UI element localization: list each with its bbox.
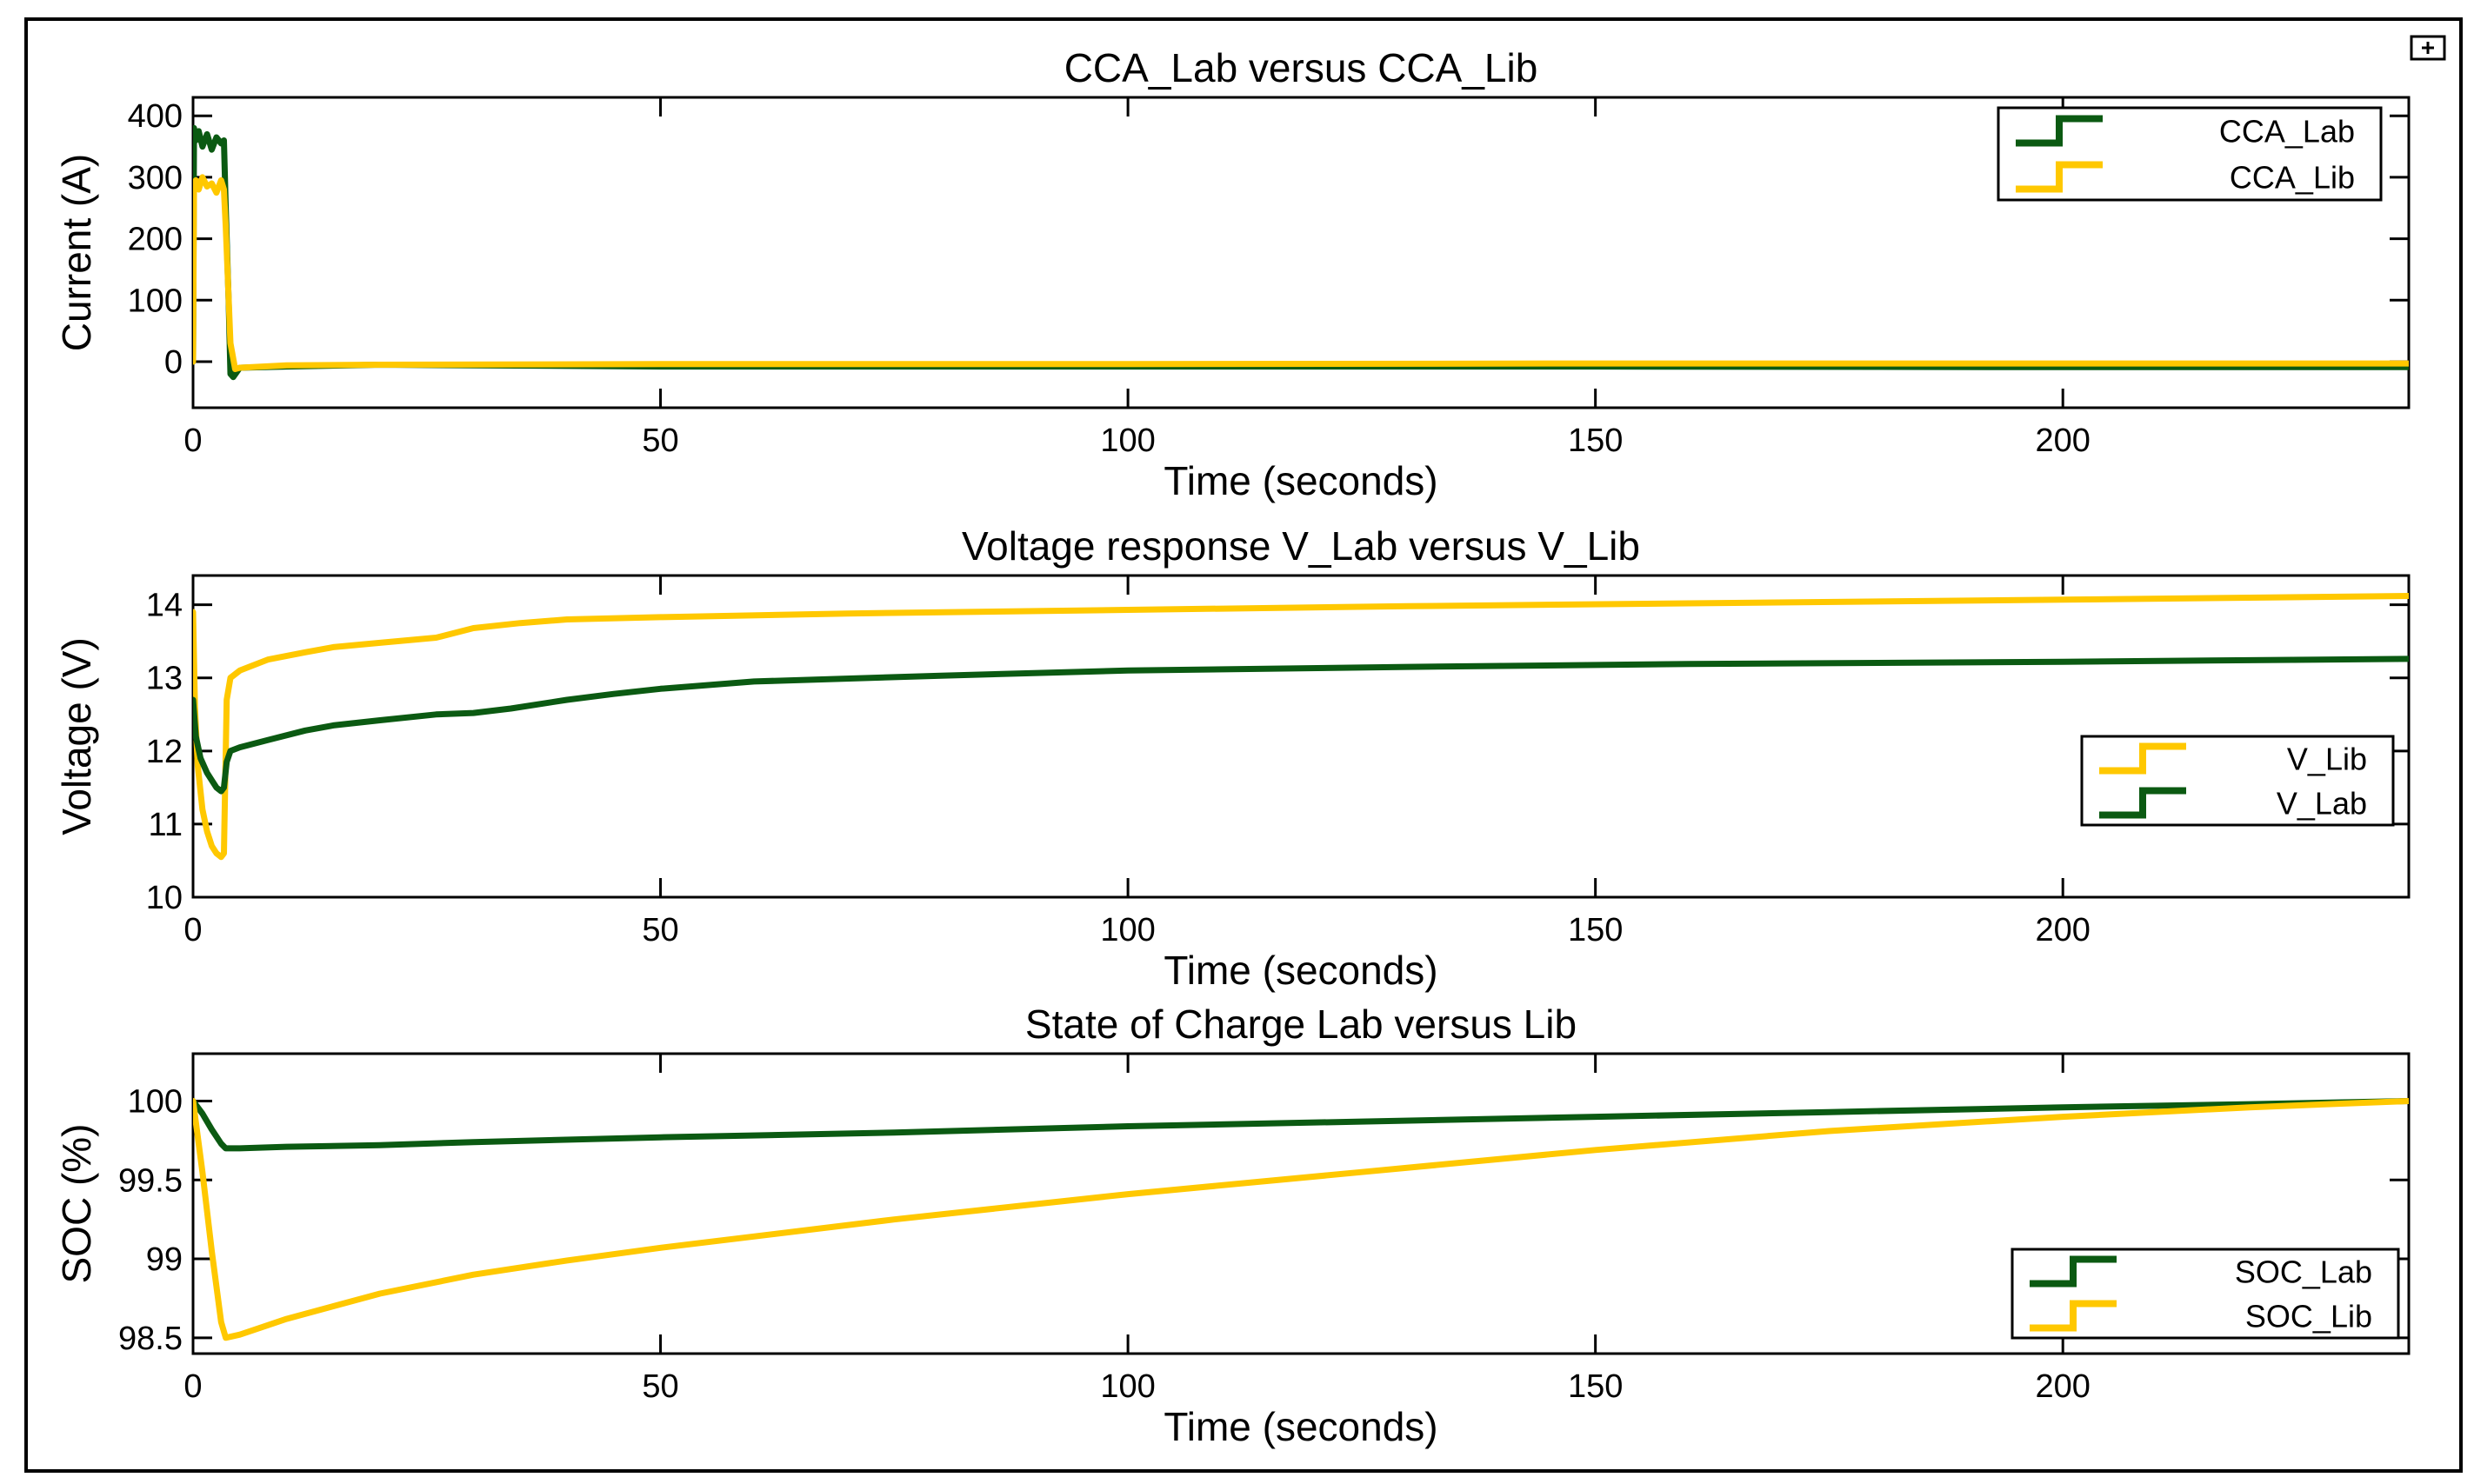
legend-swatch [2016, 161, 2103, 193]
series-line-v-lib [193, 593, 2409, 861]
legend-label: SOC_Lab [2235, 1254, 2372, 1290]
chart-voltage: 0 50 100 150 200 10 11 12 13 14 Voltage response V… [54, 523, 2411, 993]
legend-label: SOC_Lib [2245, 1299, 2372, 1334]
x-tick-label: 150 [1568, 912, 1623, 948]
y-tick-label: 400 [128, 98, 183, 135]
y-tick-label: 13 [146, 661, 183, 697]
chart-title: CCA_Lab versus CCA_Lib [1064, 45, 1538, 90]
x-tick-label: 100 [1100, 1368, 1155, 1405]
legend-label: V_Lab [2277, 786, 2367, 822]
y-axis-label: Current (A) [54, 154, 99, 351]
y-tick-label: 12 [146, 734, 183, 770]
x-axis-label: Time (seconds) [1164, 948, 1437, 993]
y-tick-label: 10 [146, 880, 183, 916]
x-tick-label: 100 [1100, 423, 1155, 459]
legend-swatch [2030, 1300, 2117, 1332]
y-tick-label: 100 [128, 283, 183, 319]
x-tick-label: 200 [2036, 423, 2091, 459]
series-line-soc-lab [193, 1098, 2409, 1152]
legend-box [2080, 735, 2395, 827]
y-tick-label: 100 [128, 1083, 183, 1120]
legend-label: CCA_Lab [2219, 114, 2355, 150]
series-line-soc-lib [193, 1098, 2409, 1341]
y-tick-label: 11 [149, 807, 183, 843]
legend-label: V_Lib [2287, 742, 2367, 777]
legend-swatch [2016, 115, 2103, 147]
y-tick-label: 99 [146, 1241, 183, 1278]
series-line-v-lab [193, 655, 2409, 795]
x-tick-label: 150 [1568, 1368, 1623, 1405]
chart-title: State of Charge Lab versus Lib [1025, 1002, 1577, 1047]
y-axis-label: Voltage (V) [54, 637, 99, 835]
x-tick-label: 200 [2036, 912, 2091, 948]
series-group [193, 593, 2409, 861]
x-tick-label: 50 [642, 1368, 678, 1405]
x-tick-label: 0 [183, 423, 202, 459]
series-group [193, 124, 2409, 381]
legend-swatch [2030, 1255, 2117, 1288]
y-tick-label: 0 [164, 344, 183, 381]
series-group [193, 1098, 2409, 1341]
x-tick-label: 0 [183, 1368, 202, 1405]
x-tick-label: 50 [642, 912, 678, 948]
x-tick-label: 200 [2036, 1368, 2091, 1405]
legend-label: CCA_Lib [2230, 160, 2355, 196]
legend: SOC_Lab SOC_Lib [2011, 1248, 2400, 1340]
y-tick-label: 98.5 [118, 1321, 183, 1357]
y-axis-label: SOC (%) [54, 1124, 99, 1284]
series-line-cca-lib [193, 174, 2409, 372]
expand-icon[interactable] [2410, 35, 2446, 61]
y-tick-label: 14 [146, 588, 183, 624]
legend: V_Lib V_Lab [2080, 735, 2395, 827]
x-tick-label: 100 [1100, 912, 1155, 948]
legend-swatch [2099, 787, 2186, 819]
legend-swatch [2099, 742, 2186, 775]
y-tick-label: 99.5 [118, 1162, 183, 1199]
chart-soc: 0 50 100 150 200 98.5 99 99.5 100 State of Charge… [54, 1002, 2411, 1449]
legend: CCA_Lab CCA_Lib [1997, 106, 2383, 202]
x-tick-label: 0 [183, 912, 202, 948]
x-axis-label: Time (seconds) [1164, 1404, 1437, 1449]
y-tick-label: 300 [128, 160, 183, 196]
y-tick-label: 200 [128, 222, 183, 258]
chart-current: 0 50 100 150 200 0 100 200 300 400 CCA_Lab versus … [54, 45, 2411, 503]
x-tick-label: 50 [642, 423, 678, 459]
x-axis-label: Time (seconds) [1164, 458, 1437, 503]
plot-area [191, 574, 2411, 899]
chart-title: Voltage response V_Lab versus V_Lib [962, 523, 1640, 569]
x-tick-label: 150 [1568, 423, 1623, 459]
